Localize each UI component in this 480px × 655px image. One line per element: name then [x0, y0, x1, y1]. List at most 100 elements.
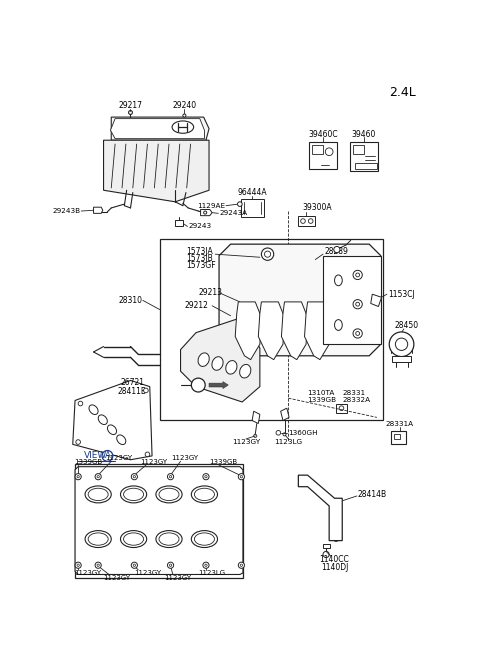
Ellipse shape	[88, 488, 108, 500]
Circle shape	[283, 433, 286, 436]
Circle shape	[333, 535, 339, 542]
Text: 29243A: 29243A	[219, 210, 247, 216]
Text: 1339GB: 1339GB	[308, 398, 337, 403]
Circle shape	[95, 474, 101, 479]
Circle shape	[264, 251, 271, 257]
Polygon shape	[304, 302, 331, 360]
Circle shape	[102, 451, 113, 461]
Polygon shape	[323, 255, 381, 345]
Circle shape	[168, 474, 174, 479]
Polygon shape	[104, 140, 209, 202]
Circle shape	[77, 476, 79, 478]
Polygon shape	[350, 141, 378, 171]
Polygon shape	[73, 381, 152, 460]
Circle shape	[75, 562, 81, 569]
Bar	[336, 403, 347, 413]
Circle shape	[262, 248, 274, 260]
Ellipse shape	[194, 488, 215, 500]
Text: 1123LG: 1123LG	[274, 439, 302, 445]
Polygon shape	[94, 207, 103, 214]
Ellipse shape	[85, 531, 111, 548]
Circle shape	[323, 552, 329, 557]
Bar	[394, 434, 400, 439]
Text: 1140DJ: 1140DJ	[321, 563, 348, 572]
Circle shape	[95, 562, 101, 569]
Polygon shape	[111, 117, 209, 140]
Circle shape	[169, 476, 172, 478]
Text: 29217: 29217	[119, 101, 143, 110]
Polygon shape	[299, 215, 315, 227]
Text: 1573GF: 1573GF	[186, 261, 216, 271]
Ellipse shape	[159, 488, 179, 500]
Ellipse shape	[120, 486, 147, 503]
Circle shape	[238, 474, 244, 479]
Text: 1123GY: 1123GY	[232, 439, 260, 445]
Text: 28331: 28331	[342, 390, 365, 396]
Circle shape	[300, 477, 306, 483]
Circle shape	[238, 202, 242, 206]
Text: VIEW: VIEW	[84, 451, 108, 460]
Ellipse shape	[198, 353, 209, 366]
Ellipse shape	[240, 364, 251, 378]
Ellipse shape	[108, 425, 117, 434]
Text: 29243B: 29243B	[52, 208, 81, 214]
Circle shape	[353, 329, 362, 338]
Text: 1129AE: 1129AE	[197, 202, 225, 209]
Circle shape	[254, 434, 257, 438]
Text: 28332A: 28332A	[342, 398, 371, 403]
Text: 1123GY: 1123GY	[140, 459, 167, 465]
Ellipse shape	[159, 533, 179, 545]
Text: 1123GY: 1123GY	[171, 455, 198, 461]
Bar	[312, 145, 323, 154]
Text: 1310TA: 1310TA	[308, 390, 335, 396]
Text: 1123GY: 1123GY	[134, 570, 161, 576]
Bar	[323, 544, 330, 548]
Circle shape	[356, 331, 360, 335]
Text: 1123GY: 1123GY	[165, 574, 192, 580]
Polygon shape	[110, 119, 204, 139]
Circle shape	[131, 562, 137, 569]
Text: 1123GY: 1123GY	[74, 570, 102, 576]
Circle shape	[325, 148, 333, 156]
Circle shape	[396, 338, 408, 350]
Ellipse shape	[335, 320, 342, 330]
Ellipse shape	[89, 405, 98, 415]
Circle shape	[97, 476, 99, 478]
Circle shape	[129, 111, 132, 115]
Polygon shape	[355, 163, 377, 170]
Text: 29240: 29240	[172, 101, 196, 110]
Circle shape	[238, 562, 244, 569]
Circle shape	[339, 406, 344, 411]
Text: 39460: 39460	[352, 130, 376, 139]
Text: 39460C: 39460C	[308, 130, 338, 139]
Bar	[392, 356, 411, 362]
Text: 1339GB: 1339GB	[209, 459, 237, 465]
Ellipse shape	[226, 361, 237, 374]
Circle shape	[203, 562, 209, 569]
Polygon shape	[180, 317, 260, 402]
FancyArrow shape	[209, 382, 228, 388]
Text: 96444A: 96444A	[237, 188, 267, 197]
Circle shape	[131, 474, 137, 479]
Circle shape	[240, 476, 242, 478]
Text: 28411B: 28411B	[118, 386, 146, 396]
Circle shape	[77, 564, 79, 567]
Bar	[175, 220, 183, 226]
Circle shape	[353, 271, 362, 280]
Circle shape	[145, 452, 150, 457]
Circle shape	[168, 562, 174, 569]
Circle shape	[76, 440, 81, 444]
Bar	[391, 431, 406, 443]
Polygon shape	[309, 141, 337, 170]
Polygon shape	[240, 198, 264, 217]
Circle shape	[203, 474, 209, 479]
Text: 28310: 28310	[118, 296, 142, 305]
Text: 28450: 28450	[394, 320, 418, 329]
Polygon shape	[299, 475, 342, 540]
Polygon shape	[281, 302, 308, 360]
Ellipse shape	[156, 531, 182, 548]
Bar	[75, 464, 243, 578]
Text: 28331A: 28331A	[386, 421, 414, 426]
Text: 29243: 29243	[188, 223, 211, 229]
Circle shape	[144, 388, 148, 393]
